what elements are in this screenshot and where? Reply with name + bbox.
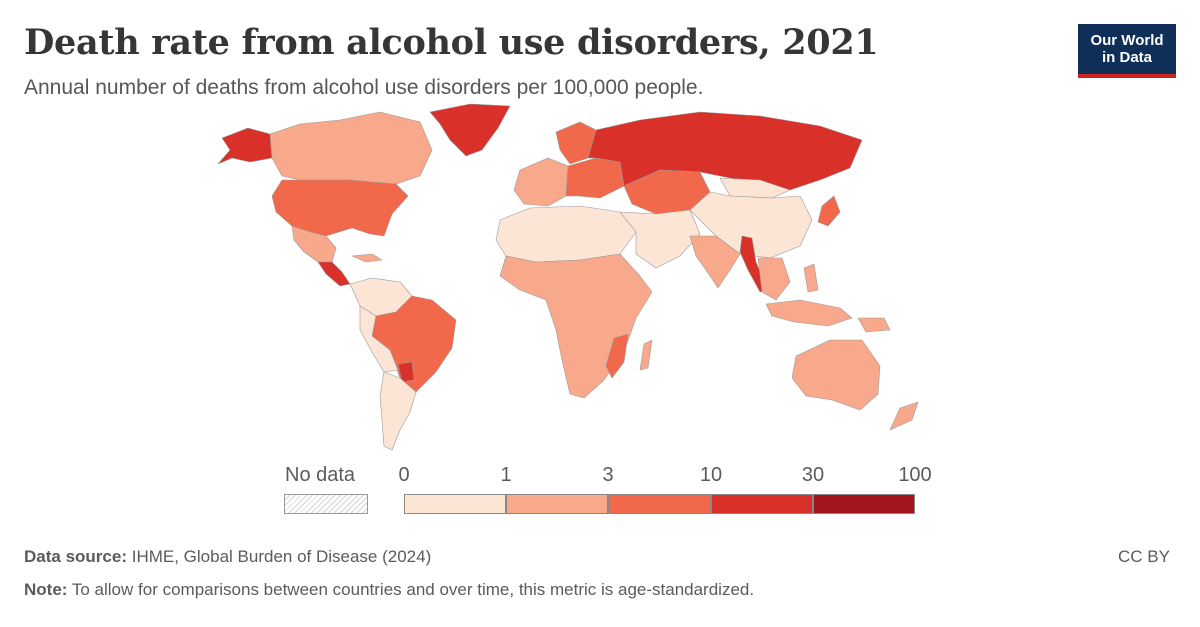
region-alaska[interactable] xyxy=(217,127,273,165)
note-line: Note: To allow for comparisons between c… xyxy=(24,580,754,600)
region-indonesia[interactable] xyxy=(765,299,853,327)
region-southern-cone[interactable] xyxy=(379,371,417,451)
region-australia[interactable] xyxy=(791,339,881,411)
region-southeast-asia[interactable] xyxy=(757,257,791,301)
region-sub-saharan-africa[interactable] xyxy=(499,253,653,399)
legend-tick-100: 100 xyxy=(898,464,932,486)
legend-no-data-swatch xyxy=(284,494,368,514)
region-andes[interactable] xyxy=(359,305,399,373)
legend-bin-30-100[interactable] xyxy=(813,494,915,514)
legend-tick-3: 3 xyxy=(602,464,614,486)
region-japan[interactable] xyxy=(817,195,841,227)
region-philippines[interactable] xyxy=(803,263,819,293)
region-new-zealand[interactable] xyxy=(889,401,919,431)
legend-bin-10-30[interactable] xyxy=(711,494,813,514)
legend-bin-0-1[interactable] xyxy=(404,494,506,514)
legend-tick-30: 30 xyxy=(801,464,825,486)
region-mongolia[interactable] xyxy=(719,177,791,199)
owid-logo[interactable]: Our World in Data xyxy=(1078,24,1176,78)
region-papua-new-guinea[interactable] xyxy=(857,317,891,333)
legend-bin-3-10[interactable] xyxy=(608,494,711,514)
region-central-america[interactable] xyxy=(317,261,351,287)
chart-subtitle: Annual number of deaths from alcohol use… xyxy=(24,76,704,99)
logo-line-1: Our World xyxy=(1090,32,1164,49)
region-canada[interactable] xyxy=(269,111,433,185)
logo-line-2: in Data xyxy=(1101,49,1152,66)
license-link[interactable]: CC BY xyxy=(1118,547,1170,566)
region-usa[interactable] xyxy=(271,179,409,237)
region-caribbean[interactable] xyxy=(351,253,383,263)
region-western-europe[interactable] xyxy=(513,157,569,207)
region-india[interactable] xyxy=(689,235,741,289)
region-eastern-europe[interactable] xyxy=(565,157,625,199)
region-north-africa[interactable] xyxy=(495,205,637,263)
region-paraguay[interactable] xyxy=(397,361,415,383)
region-mozambique[interactable] xyxy=(605,333,629,379)
world-map xyxy=(217,103,919,451)
legend-no-data-label: No data xyxy=(285,464,356,486)
data-source-line: Data source: IHME, Global Burden of Dise… xyxy=(24,547,431,567)
region-middle-east[interactable] xyxy=(619,209,701,269)
legend-bin-1-3[interactable] xyxy=(506,494,608,514)
region-greenland[interactable] xyxy=(429,103,511,157)
legend-tick-0: 0 xyxy=(398,464,410,486)
legend-tick-1: 1 xyxy=(500,464,512,486)
data-source-label: Data source: xyxy=(24,547,127,566)
data-source-text[interactable]: IHME, Global Burden of Disease (2024) xyxy=(131,547,432,566)
chart-title: Death rate from alcohol use disorders, 2… xyxy=(24,22,879,63)
legend-tick-10: 10 xyxy=(699,464,723,486)
region-madagascar[interactable] xyxy=(639,339,653,371)
note-text: To allow for comparisons between countri… xyxy=(71,580,755,599)
note-label: Note: xyxy=(24,580,68,599)
